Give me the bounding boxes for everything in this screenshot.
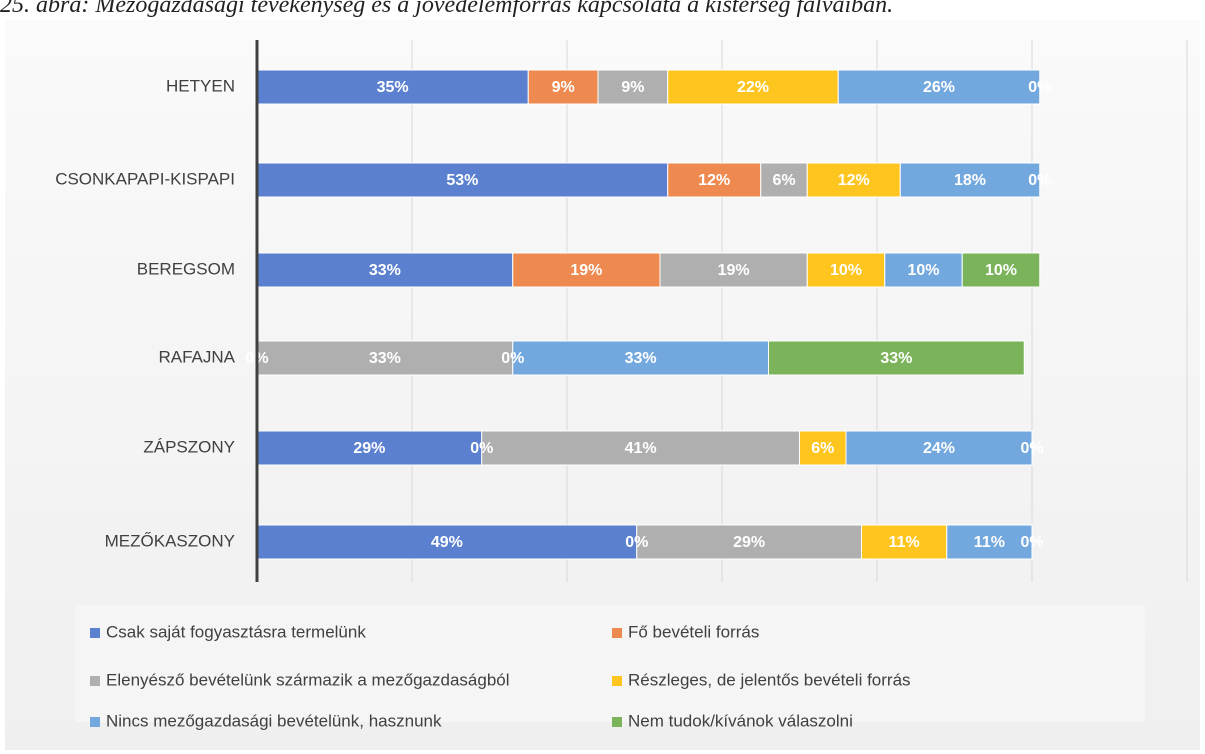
bar-segment [861, 524, 948, 560]
legend-label: Nincs mezőgazdasági bevételünk, hasznunk [106, 711, 442, 730]
data-label: 22% [737, 79, 769, 96]
bar-segment [667, 162, 762, 198]
data-label: 6% [772, 172, 795, 189]
data-label: 11% [889, 534, 920, 551]
data-label: 0% [1028, 79, 1051, 96]
bar-segment [481, 430, 800, 466]
legend-marker [90, 628, 100, 638]
legend-marker [612, 676, 622, 686]
legend-box [75, 605, 1145, 722]
data-label: 0% [1020, 440, 1043, 457]
data-label: 19% [718, 262, 750, 279]
legend-label: Elenyésző bevételünk származik a mezőgaz… [106, 670, 510, 689]
bar-segment [806, 252, 886, 288]
legend-marker [612, 628, 622, 638]
data-label: 10% [830, 262, 862, 279]
data-label: 49% [431, 534, 463, 551]
category-label: CSONKAPAPI-KISPAPI [55, 169, 235, 188]
data-label: 33% [880, 350, 912, 367]
data-label: 19% [570, 262, 602, 279]
data-label: 10% [985, 262, 1017, 279]
data-label: 26% [923, 79, 955, 96]
legend-marker [612, 717, 622, 727]
bar-segment [256, 252, 514, 288]
data-label: 33% [625, 350, 657, 367]
data-label: 29% [353, 440, 385, 457]
bar-segment [845, 430, 1033, 466]
bar-segment [806, 162, 901, 198]
data-label: 35% [377, 79, 409, 96]
bar-segment [256, 340, 514, 376]
category-label: RAFAJNA [158, 347, 235, 366]
data-label: 9% [552, 79, 575, 96]
data-label: 12% [838, 172, 870, 189]
bar-segment [256, 524, 638, 560]
data-label: 0% [625, 534, 648, 551]
legend-marker [90, 676, 100, 686]
bar-segment [659, 252, 808, 288]
bar-segment [837, 69, 1041, 105]
legend-label: Csak saját fogyasztásra termelünk [106, 622, 366, 641]
bar-segment [667, 69, 839, 105]
bar-segment [597, 69, 669, 105]
data-label: 33% [369, 350, 401, 367]
data-label: 0% [1020, 534, 1043, 551]
bar-segment [527, 69, 599, 105]
data-label: 9% [621, 79, 644, 96]
data-label: 18% [954, 172, 986, 189]
data-label: 12% [698, 172, 730, 189]
data-label: 0% [501, 350, 524, 367]
legend-label: Nem tudok/kívánok válaszolni [628, 711, 853, 730]
legend-label: Fő bevételi forrás [628, 622, 759, 641]
data-label: 29% [733, 534, 765, 551]
chart-title: 25. ábra: Mezőgazdasági tevékenység és a… [0, 0, 893, 18]
bar-segment [961, 252, 1041, 288]
legend-marker [90, 717, 100, 727]
data-label: 24% [923, 440, 955, 457]
bar-segment [946, 524, 1033, 560]
bar-segment [768, 340, 1025, 376]
data-label: 6% [811, 440, 834, 457]
bar-segment [512, 340, 769, 376]
data-label: 33% [369, 262, 401, 279]
data-label: 0% [470, 440, 493, 457]
category-label: BEREGSOM [137, 259, 235, 278]
data-label: 11% [974, 534, 1005, 551]
data-label: 10% [907, 262, 939, 279]
bar-segment [884, 252, 963, 288]
data-label: 53% [446, 172, 478, 189]
category-label: MEZŐKASZONY [105, 531, 235, 550]
category-label: ZÁPSZONY [143, 437, 235, 456]
bar-segment [899, 162, 1041, 198]
data-label: 0% [1028, 172, 1051, 189]
bar-segment [799, 430, 847, 466]
data-label: 41% [625, 440, 657, 457]
bar-segment [636, 524, 862, 560]
category-label: HETYEN [166, 76, 235, 95]
legend-label: Részleges, de jelentős bevételi forrás [628, 670, 911, 689]
